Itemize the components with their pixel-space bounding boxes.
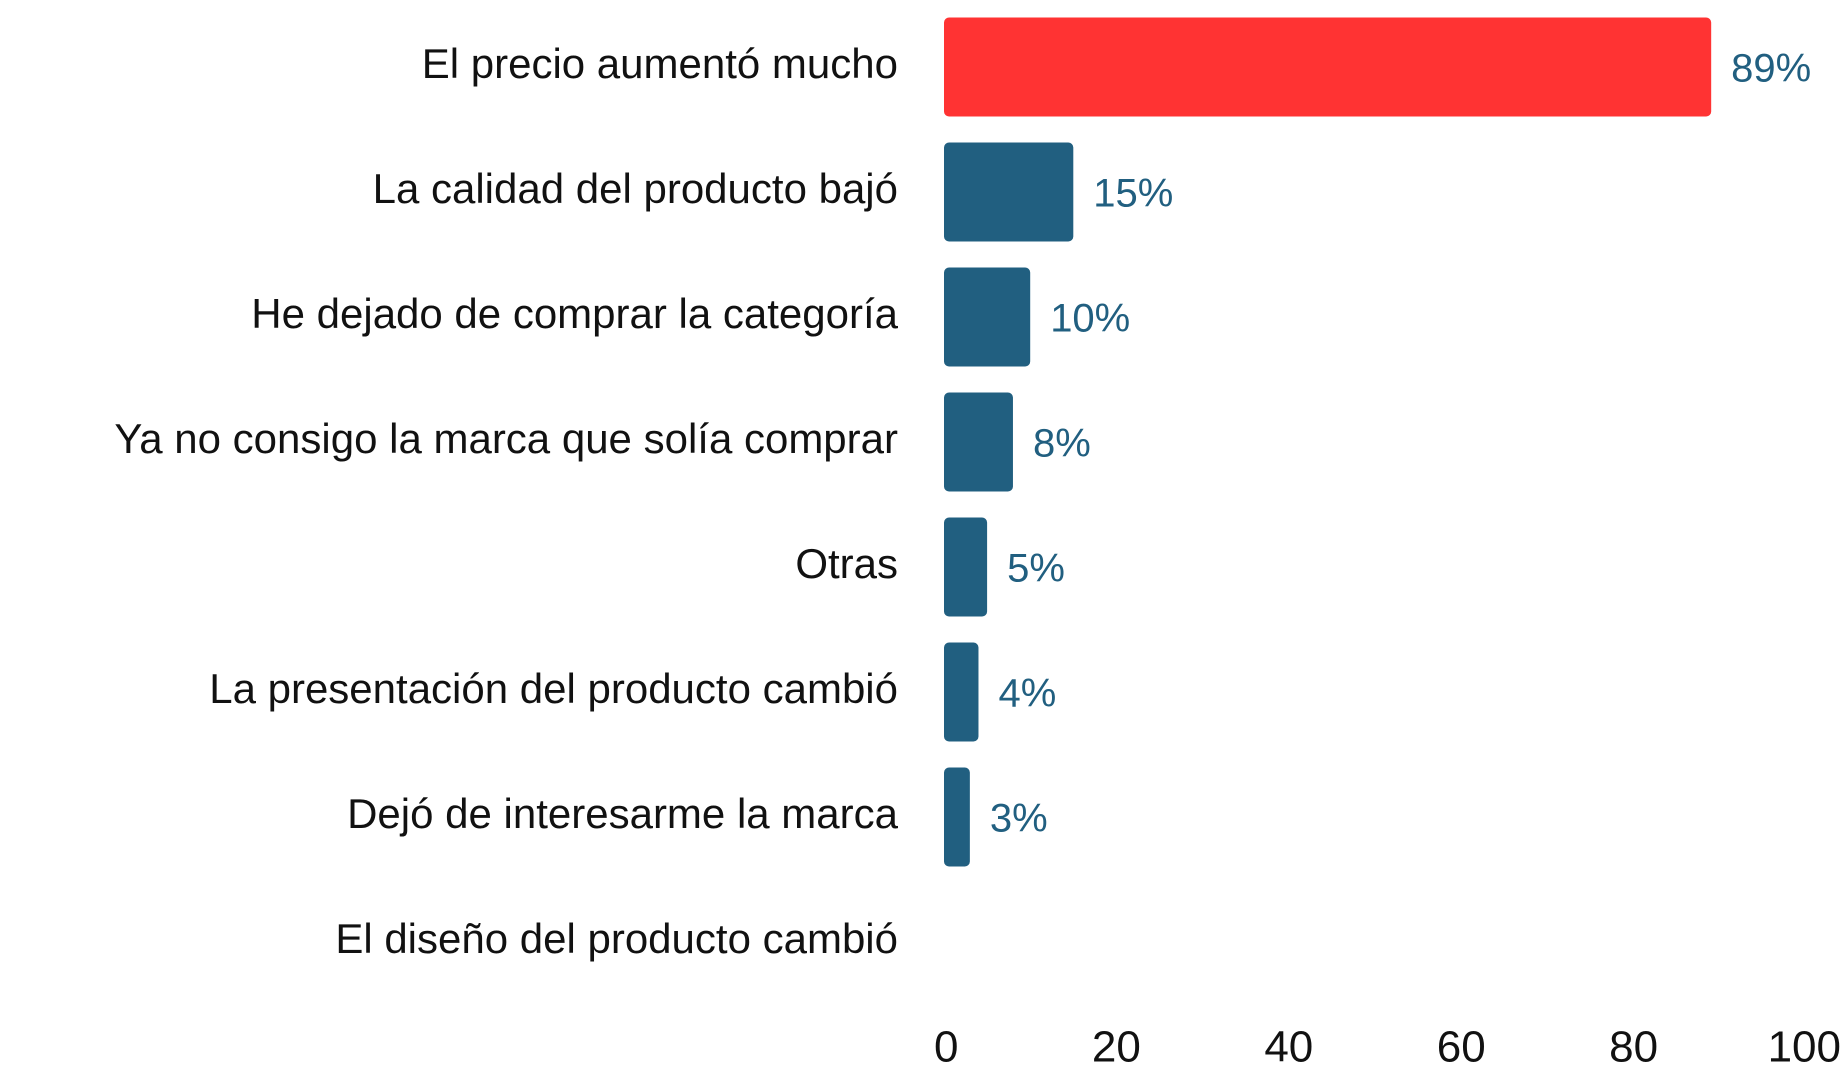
category-label: He dejado de comprar la categoría — [251, 290, 898, 337]
value-label: 4% — [998, 672, 1056, 716]
category-label: Ya no consigo la marca que solía comprar — [114, 415, 898, 462]
x-tick-label: 20 — [1092, 1023, 1141, 1072]
value-label: 89% — [1731, 47, 1811, 91]
value-label: 3% — [990, 797, 1048, 841]
category-label: La calidad del producto bajó — [373, 165, 898, 212]
x-tick-label: 60 — [1437, 1023, 1486, 1072]
x-tick-label: 0 — [934, 1023, 958, 1072]
category-label: Otras — [795, 540, 898, 587]
bar — [944, 767, 970, 867]
x-tick-label: 40 — [1264, 1023, 1313, 1072]
x-tick-label: 80 — [1609, 1023, 1658, 1072]
category-label: El diseño del producto cambió — [335, 915, 898, 962]
x-tick-label: 100 — [1768, 1023, 1841, 1072]
bar — [944, 267, 1031, 367]
category-label: El precio aumentó mucho — [422, 40, 898, 87]
value-label: 8% — [1033, 422, 1091, 466]
value-label: 15% — [1093, 172, 1173, 216]
bar — [944, 142, 1074, 242]
bar — [944, 517, 988, 617]
bar — [944, 392, 1013, 492]
value-label: 10% — [1050, 297, 1130, 341]
bar — [944, 642, 979, 742]
value-label: 5% — [1007, 547, 1065, 591]
category-label: Dejó de interesarme la marca — [347, 790, 899, 837]
category-label: La presentación del producto cambió — [209, 665, 898, 712]
bar — [944, 17, 1712, 117]
